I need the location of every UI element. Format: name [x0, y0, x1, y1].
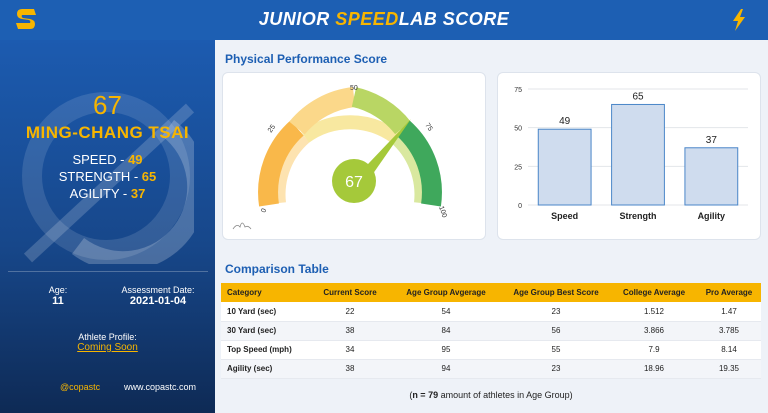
table-cell: 34 [309, 340, 391, 360]
athlete-name: MING-CHANG TSAI [25, 123, 190, 142]
col-category: Category [221, 283, 309, 302]
col-age-group-average: Age Group Avgerage [391, 283, 501, 302]
chart-mini-icon [232, 222, 252, 230]
col-age-group-best: Age Group Best Score [501, 283, 611, 302]
athlete-profile-label: Athlete Profile: [78, 332, 137, 342]
page-title: JUNIOR SPEEDLAB SCORE [258, 9, 510, 29]
x-category-label: Strength [620, 211, 657, 221]
col-current-score: Current Score [309, 283, 391, 302]
gauge-value: 67 [345, 174, 363, 191]
gauge-hub [332, 159, 376, 203]
table-cell: 84 [391, 321, 501, 341]
table-cell: Agility (sec) [221, 359, 309, 379]
table-cell: 38 [309, 321, 391, 341]
table-row: 30 Yard (sec) 38 84 56 3.866 3.785 [221, 321, 761, 341]
table-cell: 23 [501, 359, 611, 379]
y-tick-label: 50 [514, 126, 522, 133]
table-row: Agility (sec) 38 94 23 18.96 19.35 [221, 359, 761, 379]
gauge-tick-50: 50 [350, 85, 358, 92]
x-category-label: Speed [551, 211, 578, 221]
bar-speed [537, 128, 592, 206]
speedlab-logo-icon[interactable] [14, 7, 38, 33]
table-cell: 3.785 [697, 321, 761, 341]
bar-chart: 0 25 50 75 49 Speed 65 Strength 37 Agility [514, 87, 748, 221]
gauge-tick-0: 0 [260, 208, 268, 214]
table-cell: 38 [309, 359, 391, 379]
app-header: JUNIOR SPEEDLAB SCORE [0, 0, 768, 40]
col-pro-average: Pro Average [697, 283, 761, 302]
gauge-tick-25: 25 [267, 124, 277, 134]
website-link[interactable]: www.copastc.com [124, 382, 197, 392]
social-handle[interactable]: @copastc [60, 382, 101, 392]
table-cell: 23 [501, 302, 611, 322]
assessment-date-label: Assessment Date: [121, 285, 195, 295]
table-cell: 3.866 [611, 321, 697, 341]
comparison-section-title: Comparison Table [225, 262, 329, 276]
gauge-tick-100: 100 [437, 205, 448, 218]
score-ring-graphic [22, 92, 194, 264]
title-speed: SPEED [335, 9, 399, 29]
table-cell: 7.9 [611, 340, 697, 360]
table-cell: 1.47 [697, 302, 761, 322]
stat-speed: SPEED - 49 [72, 152, 143, 167]
table-cell: 10 Yard (sec) [221, 302, 309, 322]
athlete-profile-link[interactable]: Coming Soon [77, 342, 138, 353]
gauge-tick-75: 75 [423, 122, 433, 132]
sample-size-n: n = 79 [412, 390, 439, 400]
table-cell: 56 [501, 321, 611, 341]
table-cell: 19.35 [697, 359, 761, 379]
bar-value-label: 49 [559, 116, 571, 127]
bar-value-label: 65 [632, 91, 644, 102]
performance-section-title: Physical Performance Score [225, 52, 388, 66]
table-cell: 30 Yard (sec) [221, 321, 309, 341]
table-cell: 22 [309, 302, 391, 322]
bar-strength [611, 103, 665, 206]
table-row: Top Speed (mph) 34 95 55 7.9 8.14 [221, 340, 761, 360]
table-cell: 8.14 [697, 340, 761, 360]
age-label: Age: [48, 285, 68, 295]
comparison-table: Category Current Score Age Group Avgerag… [221, 283, 761, 379]
y-tick-label: 25 [514, 164, 522, 171]
sample-size-note: (n = 79 amount of athletes in Age Group) [409, 390, 573, 400]
bar-value-label: 37 [706, 135, 718, 146]
table-cell: Top Speed (mph) [221, 340, 309, 360]
assessment-date-value: 2021-01-04 [129, 295, 187, 307]
lightning-bolt-icon [733, 9, 745, 31]
table-cell: 1.512 [611, 302, 697, 322]
x-category-label: Agility [698, 211, 726, 221]
y-tick-label: 75 [514, 87, 522, 94]
age-value: 11 [52, 295, 64, 307]
table-cell: 54 [391, 302, 501, 322]
stat-strength: STRENGTH - 65 [58, 169, 157, 184]
table-row: 10 Yard (sec) 22 54 23 1.512 1.47 [221, 302, 761, 322]
gauge-card: 67 0 25 50 75 100 [222, 72, 486, 240]
table-cell: 95 [391, 340, 501, 360]
table-cell: 55 [501, 340, 611, 360]
table-cell: 18.96 [611, 359, 697, 379]
y-tick-label: 0 [518, 203, 522, 210]
sidebar-divider [8, 271, 208, 272]
performance-gauge: 67 0 25 50 75 100 [232, 85, 448, 230]
athlete-sidebar: 67 MING-CHANG TSAI SPEED - 49 STRENGTH -… [0, 40, 215, 413]
bar-agility [684, 147, 739, 206]
bar-chart-card: 0 25 50 75 49 Speed 65 Strength 37 Agility [497, 72, 761, 240]
table-cell: 94 [391, 359, 501, 379]
overall-score: 67 [93, 90, 122, 120]
col-college-average: College Average [611, 283, 697, 302]
stat-agility: AGILITY - 37 [69, 186, 146, 201]
table-header-row: Category Current Score Age Group Avgerag… [221, 283, 761, 302]
